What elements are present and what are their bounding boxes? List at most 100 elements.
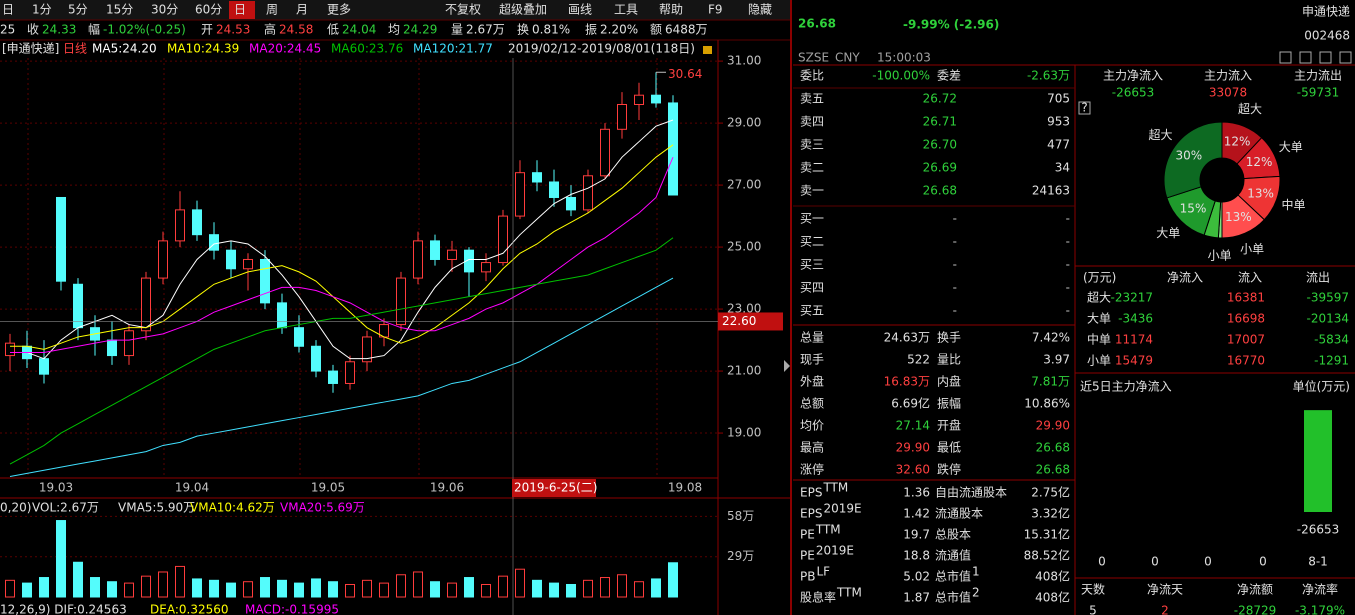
info-value: -1.02%(-0.25) [103,23,186,37]
range-label: 2019/02/12-2019/08/01(118日) [508,42,695,56]
ob-price: - [953,258,957,272]
y-tick-label: 58万 [727,509,754,523]
bar-value-label: -26653 [1297,523,1340,537]
toolbar-item[interactable]: 30分 [151,3,178,17]
toolbar-item[interactable]: 60分 [195,3,222,17]
legend-entry: MA120:21.77 [413,42,493,56]
candle-body [515,172,525,217]
toolbar-item[interactable]: 隐藏 [748,3,772,17]
toolbar-item[interactable]: 更多 [327,3,351,17]
bar-unit: 单位(万元) [1293,379,1350,394]
ob-volume: 24163 [1032,184,1070,198]
stat-value: 32.60 [896,463,930,477]
x-tick-label: 19.08 [668,481,702,495]
stat-label: 总量 [800,331,824,345]
info-value: 24.29 [403,23,437,37]
volume-bar [328,581,338,598]
ob-volume: 34 [1055,161,1070,175]
stat-label: 最低 [937,441,961,455]
pie-category: 超大 [1149,127,1173,142]
bar-category: 8-1 [1308,555,1328,569]
legend-entry: MA5:24.20 [92,42,157,56]
y-tick-label: 27.00 [727,178,761,192]
ob-volume: 477 [1047,138,1070,152]
volume-bar [668,562,678,598]
toolbar-item[interactable]: 不复权 [445,3,481,17]
toolbar-item[interactable]: 超级叠加 [499,2,547,17]
candle-body [158,240,168,279]
volume-bar [5,579,15,598]
legend-entry: MA60:23.76 [331,42,403,56]
macd-label: 12,26,9) DIF:0.24563 [0,603,127,615]
fund-label: 股息率 [800,590,836,605]
stat-value: 7.81万 [1031,375,1070,389]
toolbar-item[interactable]: 工具 [614,3,638,17]
icon-button[interactable] [1319,51,1332,64]
toolbar-item[interactable]: 15分 [106,3,133,17]
table-row-label: 大单 [1087,312,1111,326]
stat-label: 量比 [937,353,961,367]
pie-value-label: 12% [1246,155,1273,169]
ob-price: - [953,281,957,295]
pie-value-label: 13% [1225,210,1252,224]
toolbar-item[interactable]: 周 [266,3,278,17]
toolbar-item[interactable]: 日 [2,3,14,17]
ob-price: 26.72 [923,92,957,106]
volume-bar [345,583,355,598]
candle-body [600,128,610,177]
y-tick-label: 21.00 [727,364,761,378]
ob-volume: - [1066,281,1070,295]
icon-button[interactable] [1339,51,1352,64]
table-header: 流入 [1238,271,1262,285]
bar [1304,410,1332,512]
volume-bar [566,583,576,598]
stat-value: 29.90 [896,441,930,455]
table-cell: -1291 [1314,354,1349,368]
help-box[interactable] [1078,101,1091,115]
toolbar-item[interactable]: 月 [296,3,308,17]
pie-value-label: 12% [1224,134,1251,148]
fund-value: 5.02 [903,570,930,584]
toolbar-item[interactable]: 1分 [32,3,52,17]
x-tick-label: 19.05 [311,481,345,495]
stat-value: 6.69亿 [891,396,930,411]
volume-bar [243,581,253,598]
icon-button[interactable] [1279,51,1292,64]
ma-line [10,156,674,353]
table-cell: -20134 [1306,312,1349,326]
fund-label: EPS [800,507,822,521]
pie-category: 小单 [1208,248,1232,262]
fund-value: 1.36 [903,486,930,500]
volume-bar [651,578,661,598]
candle-body [617,103,627,130]
table-cell: 16698 [1227,312,1265,326]
toolbar-item[interactable]: 5分 [68,3,88,17]
volume-bar [583,579,593,598]
volume-bar [39,577,49,598]
stat-value: 10.86% [1024,397,1070,411]
toolbar-item[interactable]: F9 [708,3,723,17]
collapse-arrow[interactable] [784,360,790,372]
table-cell: 17007 [1227,333,1265,347]
volume-bar [175,565,185,598]
fund-value: 88.52亿 [1024,548,1070,563]
toolbar-item[interactable]: 帮助 [659,3,683,17]
volume-bar [311,578,321,598]
icon-button[interactable] [1299,51,1312,64]
toolbar-item[interactable]: 日 [234,3,246,17]
candle-body [549,181,559,198]
ob-price: - [953,304,957,318]
volume-bar [260,577,270,598]
toolbar-item[interactable]: 画线 [568,3,592,17]
volume-bar [124,582,134,598]
stat-label: 现手 [800,353,824,367]
exchange: SZSE [798,51,829,65]
info-lead: 25 [0,23,15,37]
fund-label: 流通值 [935,548,971,563]
ob-value: -100.00% [872,69,930,83]
ob-price: 26.68 [923,184,957,198]
candle-body [634,94,644,105]
flow-value: -26653 [1112,86,1155,100]
